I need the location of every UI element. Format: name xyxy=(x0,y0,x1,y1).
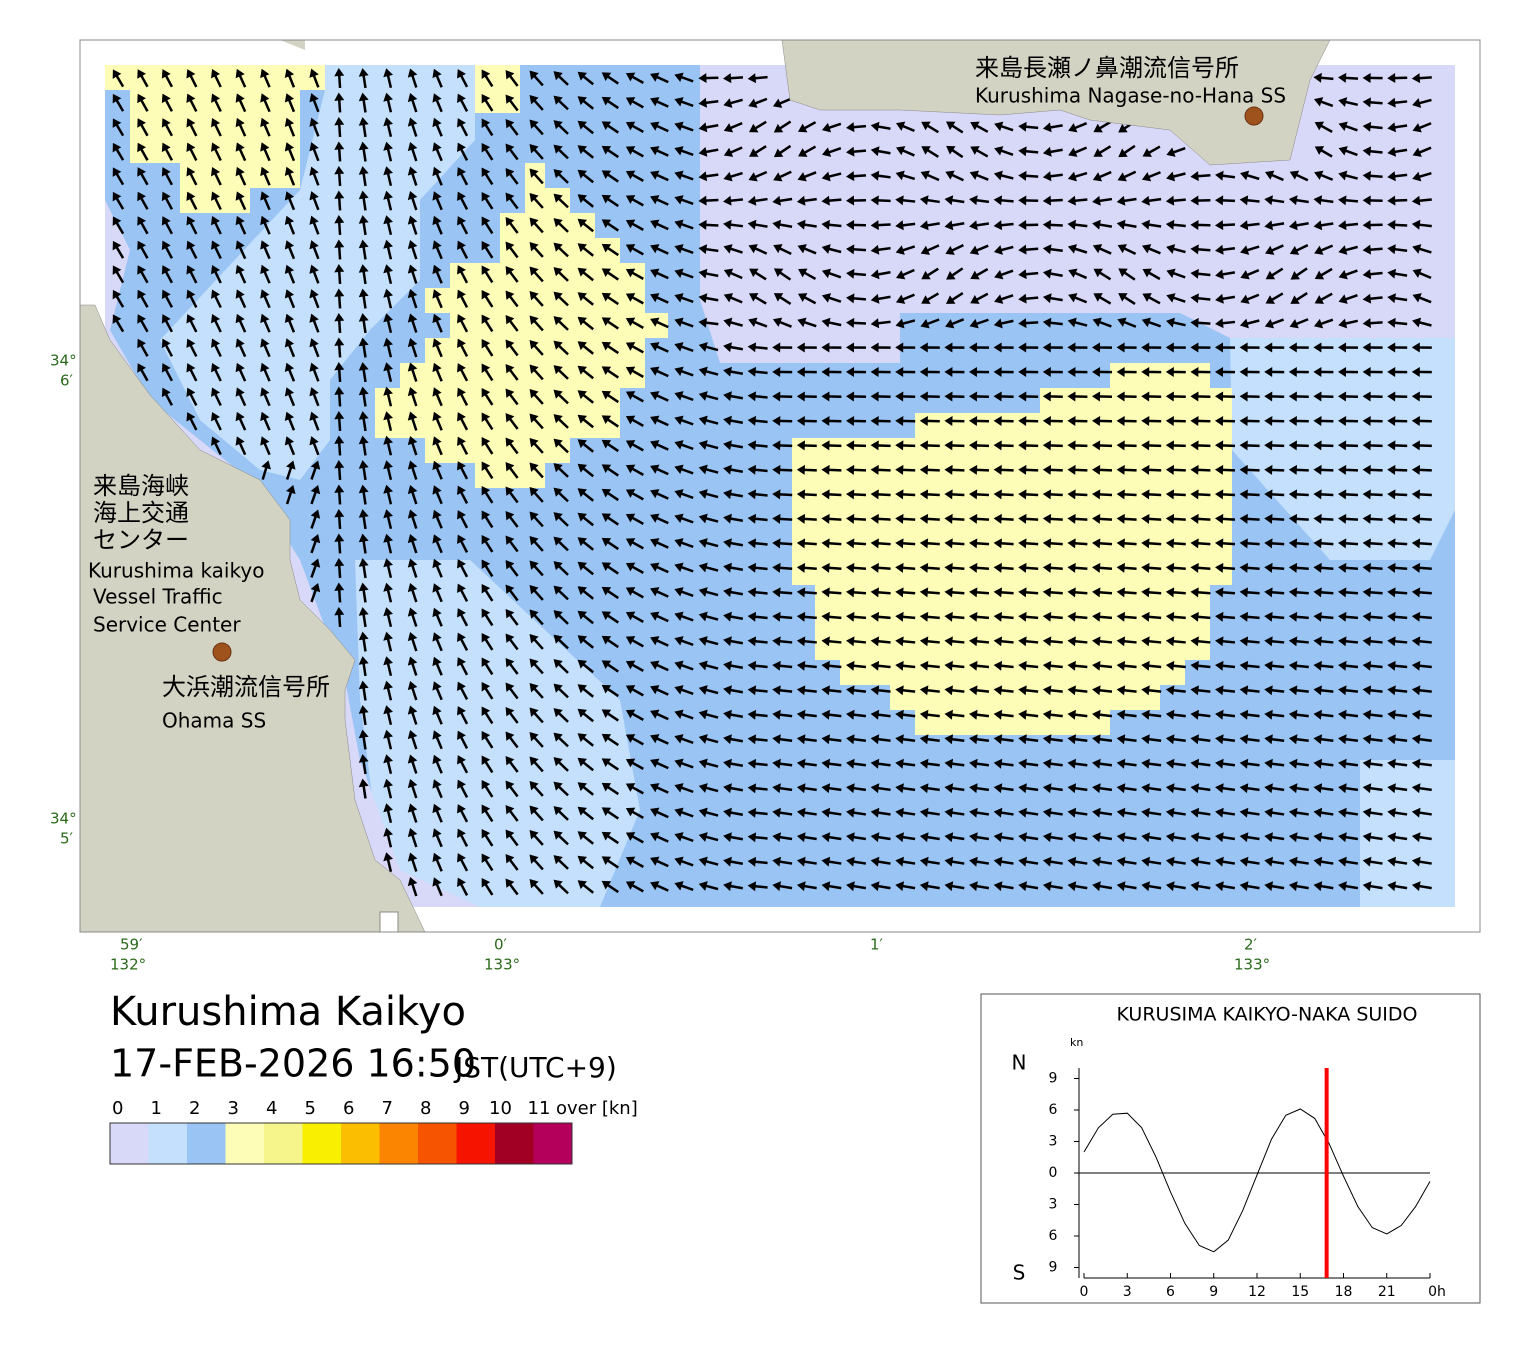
legend-swatch xyxy=(149,1123,188,1164)
tide-unit: kn xyxy=(1070,1036,1083,1049)
legend-label: 7 xyxy=(382,1098,393,1119)
legend-label: 5 xyxy=(305,1098,316,1119)
lon-label: 133° xyxy=(1234,956,1270,974)
pier xyxy=(380,912,398,932)
lat-label: 5′ xyxy=(60,830,74,848)
lon-label: 0′ xyxy=(494,936,508,954)
place-label: Vessel Traffic xyxy=(93,585,223,609)
north-label: N xyxy=(1012,1051,1027,1075)
legend-label: 8 xyxy=(420,1098,431,1119)
lat-label: 34° xyxy=(50,810,77,828)
y-tick-label: 6 xyxy=(1049,1228,1058,1244)
legend-unit: over [kn] xyxy=(556,1098,638,1119)
legend-swatch xyxy=(226,1123,265,1164)
y-tick-label: 9 xyxy=(1049,1071,1058,1087)
station-dot xyxy=(213,643,231,661)
legend-label: 4 xyxy=(266,1098,277,1119)
place-label: Service Center xyxy=(93,613,241,637)
y-tick-label: 6 xyxy=(1049,1102,1058,1118)
place-label: Kurushima kaikyo xyxy=(88,559,264,583)
place-label: Ohama SS xyxy=(162,709,266,733)
sea-zone xyxy=(1360,760,1455,907)
station-dot xyxy=(1245,107,1263,125)
land xyxy=(280,40,305,50)
lon-label: 133° xyxy=(484,956,520,974)
legend-label: 9 xyxy=(459,1098,470,1119)
legend-swatch xyxy=(457,1123,496,1164)
place-label: 大浜潮流信号所 xyxy=(162,673,330,701)
y-tick-label: 9 xyxy=(1049,1260,1058,1276)
legend-label: 1 xyxy=(151,1098,162,1119)
title: Kurushima Kaikyo xyxy=(110,989,466,1035)
timezone: JST(UTC+9) xyxy=(453,1051,617,1084)
legend-swatch xyxy=(418,1123,457,1164)
south-label: S xyxy=(1013,1261,1026,1285)
legend-label: 6 xyxy=(343,1098,354,1119)
lat-label: 34° xyxy=(50,352,77,370)
x-tick-label: 18 xyxy=(1335,1284,1353,1300)
x-tick-label: 9 xyxy=(1209,1284,1218,1300)
legend-swatch xyxy=(187,1123,226,1164)
legend-label: 11 xyxy=(528,1098,551,1119)
y-tick-label: 0 xyxy=(1049,1165,1058,1181)
datetime: 17-FEB-2026 16:50 xyxy=(110,1042,476,1086)
x-tick-label: 6 xyxy=(1166,1284,1175,1300)
place-label: 来島海峡 xyxy=(93,472,189,500)
y-tick-label: 3 xyxy=(1049,1197,1058,1213)
legend-swatch xyxy=(534,1123,573,1164)
place-label: Kurushima Nagase-no-Hana SS xyxy=(975,84,1286,108)
legend-label: 2 xyxy=(189,1098,200,1119)
lat-label: 6′ xyxy=(60,372,74,390)
legend-swatch xyxy=(341,1123,380,1164)
legend-label: 10 xyxy=(489,1098,512,1119)
legend-swatch xyxy=(303,1123,342,1164)
x-tick-label: 12 xyxy=(1248,1284,1266,1300)
legend-swatch xyxy=(264,1123,303,1164)
lon-label: 1′ xyxy=(870,936,884,954)
lon-label: 2′ xyxy=(1244,936,1258,954)
legend-swatch xyxy=(495,1123,534,1164)
x-tick-label: 21 xyxy=(1378,1284,1396,1300)
x-tick-label: 0h xyxy=(1428,1284,1446,1300)
legend-swatch xyxy=(380,1123,419,1164)
place-label: 海上交通 xyxy=(93,499,189,527)
legend-swatch xyxy=(110,1123,149,1164)
x-tick-label: 3 xyxy=(1123,1284,1132,1300)
x-tick-label: 15 xyxy=(1291,1284,1309,1300)
place-label: 来島長瀬ノ鼻潮流信号所 xyxy=(975,54,1239,82)
place-label: センター xyxy=(93,526,189,554)
tide-title: KURUSIMA KAIKYO-NAKA SUIDO xyxy=(1116,1004,1417,1026)
legend-label: 0 xyxy=(112,1098,123,1119)
lon-label: 59′ xyxy=(120,936,143,954)
lon-label: 132° xyxy=(110,956,146,974)
x-tick-label: 0 xyxy=(1080,1284,1089,1300)
y-tick-label: 3 xyxy=(1049,1134,1058,1150)
legend-label: 3 xyxy=(228,1098,239,1119)
